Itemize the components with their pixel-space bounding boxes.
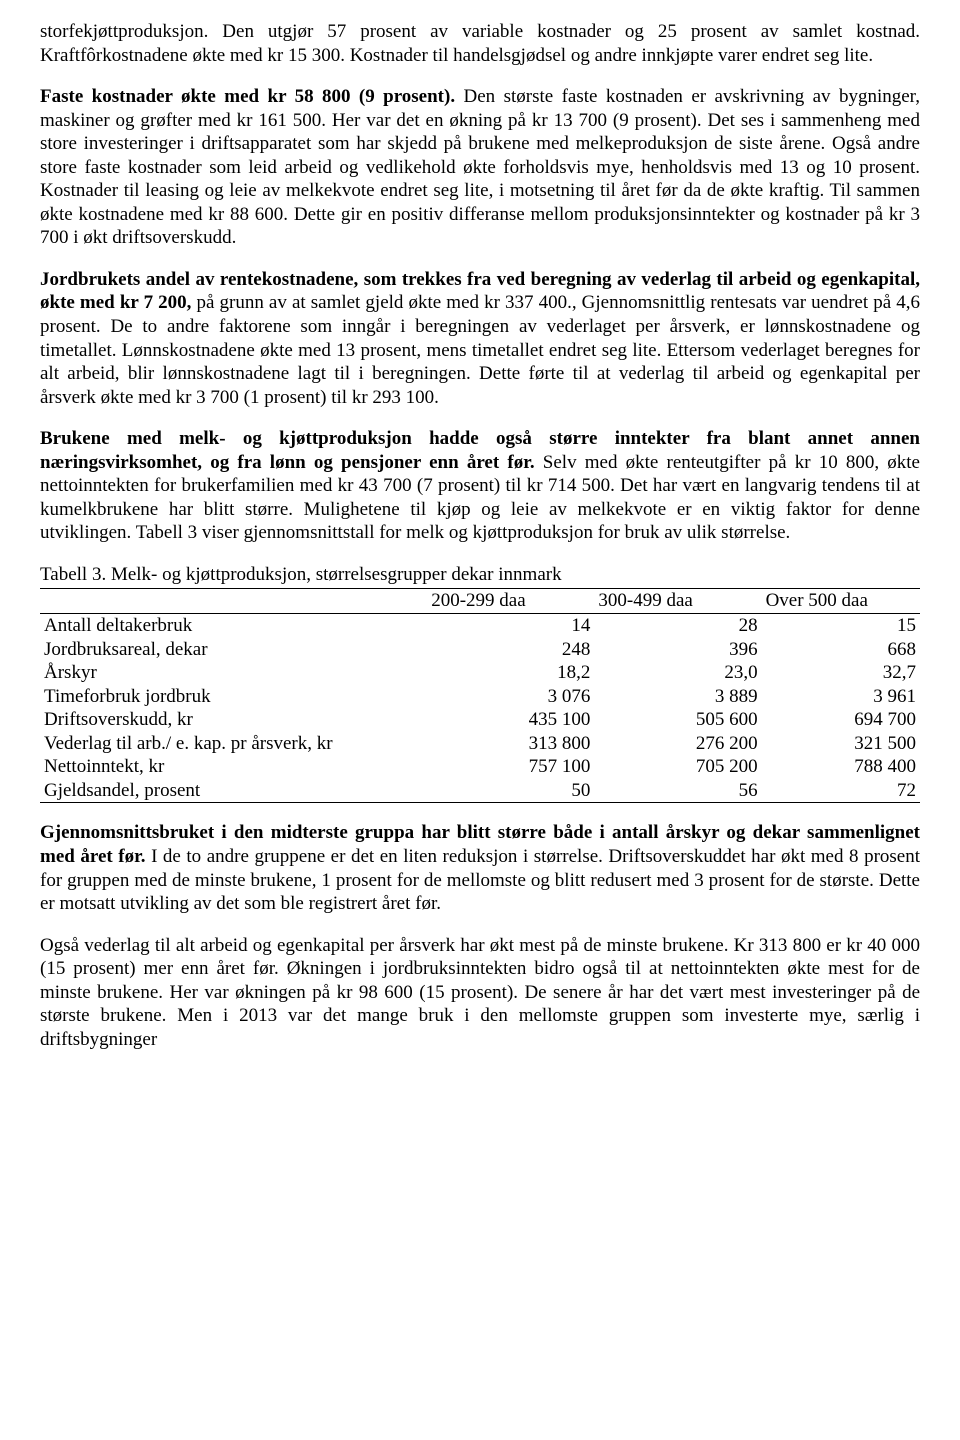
row-value: 3 889 (594, 685, 761, 709)
row-label: Timeforbruk jordbruk (40, 685, 427, 709)
paragraph-2: Faste kostnader økte med kr 58 800 (9 pr… (40, 85, 920, 250)
row-value: 788 400 (762, 755, 920, 779)
col-header-3: Over 500 daa (762, 589, 920, 614)
row-value: 694 700 (762, 708, 920, 732)
row-value: 56 (594, 779, 761, 803)
p2-body: Den største faste kostnaden er avskrivni… (40, 86, 920, 248)
col-header-1: 200-299 daa (427, 589, 594, 614)
table-row: Jordbruksareal, dekar248396668 (40, 638, 920, 662)
table-row: Nettoinntekt, kr757 100705 200788 400 (40, 755, 920, 779)
row-value: 32,7 (762, 661, 920, 685)
row-value: 50 (427, 779, 594, 803)
row-value: 28 (594, 614, 761, 638)
row-value: 14 (427, 614, 594, 638)
p5-body: I de to andre gruppene er det en liten r… (40, 846, 920, 914)
paragraph-5: Gjennomsnittsbruket i den midterste grup… (40, 821, 920, 915)
row-label: Gjeldsandel, prosent (40, 779, 427, 803)
row-value: 321 500 (762, 732, 920, 756)
row-value: 3 961 (762, 685, 920, 709)
row-value: 72 (762, 779, 920, 803)
paragraph-3: Jordbrukets andel av rentekostnadene, so… (40, 268, 920, 409)
row-label: Årskyr (40, 661, 427, 685)
table-row: Gjeldsandel, prosent505672 (40, 779, 920, 803)
p2-lead: Faste kostnader økte med kr 58 800 (9 pr… (40, 86, 455, 107)
row-value: 18,2 (427, 661, 594, 685)
row-label: Jordbruksareal, dekar (40, 638, 427, 662)
row-label: Nettoinntekt, kr (40, 755, 427, 779)
paragraph-4: Brukene med melk- og kjøttproduksjon had… (40, 427, 920, 545)
table-header-row: 200-299 daa 300-499 daa Over 500 daa (40, 589, 920, 614)
row-label: Antall deltakerbruk (40, 614, 427, 638)
table-row: Årskyr18,223,032,7 (40, 661, 920, 685)
row-value: 248 (427, 638, 594, 662)
table-row: Timeforbruk jordbruk3 0763 8893 961 (40, 685, 920, 709)
row-value: 3 076 (427, 685, 594, 709)
row-value: 705 200 (594, 755, 761, 779)
row-label: Driftsoverskudd, kr (40, 708, 427, 732)
row-value: 15 (762, 614, 920, 638)
table-row: Driftsoverskudd, kr435 100505 600694 700 (40, 708, 920, 732)
table-row: Antall deltakerbruk142815 (40, 614, 920, 638)
row-value: 435 100 (427, 708, 594, 732)
row-value: 668 (762, 638, 920, 662)
row-value: 23,0 (594, 661, 761, 685)
row-value: 757 100 (427, 755, 594, 779)
paragraph-1: storfekjøttproduksjon. Den utgjør 57 pro… (40, 20, 920, 67)
paragraph-6: Også vederlag til alt arbeid og egenkapi… (40, 934, 920, 1052)
table-caption: Tabell 3. Melk- og kjøttproduksjon, stør… (40, 563, 920, 587)
table-row: Vederlag til arb./ e. kap. pr årsverk, k… (40, 732, 920, 756)
col-header-2: 300-499 daa (594, 589, 761, 614)
row-value: 313 800 (427, 732, 594, 756)
row-value: 505 600 (594, 708, 761, 732)
row-label: Vederlag til arb./ e. kap. pr årsverk, k… (40, 732, 427, 756)
col-header-0 (40, 589, 427, 614)
data-table: 200-299 daa 300-499 daa Over 500 daa Ant… (40, 588, 920, 803)
row-value: 396 (594, 638, 761, 662)
row-value: 276 200 (594, 732, 761, 756)
